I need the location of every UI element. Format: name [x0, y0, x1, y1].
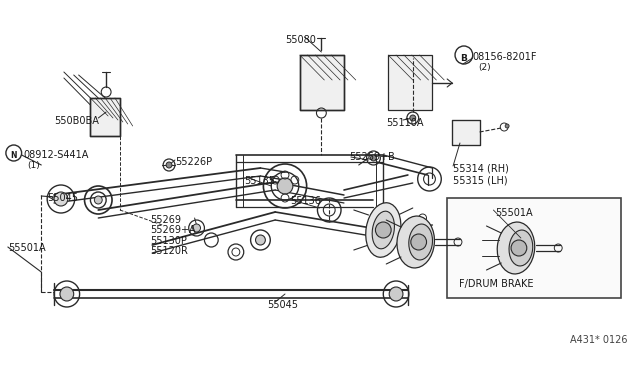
- Circle shape: [389, 287, 403, 301]
- Circle shape: [60, 287, 74, 301]
- Circle shape: [277, 178, 293, 194]
- Circle shape: [410, 115, 416, 121]
- Text: F/DRUM BRAKE: F/DRUM BRAKE: [459, 279, 534, 289]
- Circle shape: [411, 234, 426, 250]
- Text: 55045: 55045: [268, 300, 298, 310]
- Text: 55130P: 55130P: [150, 236, 188, 246]
- Circle shape: [505, 124, 509, 128]
- Circle shape: [94, 196, 102, 204]
- Text: 55120R: 55120R: [150, 246, 188, 256]
- Circle shape: [54, 192, 68, 206]
- Text: 55080: 55080: [285, 35, 316, 45]
- Bar: [388, 55, 433, 110]
- Text: A431* 0126: A431* 0126: [570, 335, 628, 345]
- Text: 55135: 55135: [244, 176, 275, 186]
- Text: 55110A: 55110A: [387, 118, 424, 128]
- Circle shape: [166, 162, 172, 168]
- Text: 55136: 55136: [290, 196, 321, 206]
- Text: 550B0BA: 550B0BA: [54, 116, 99, 126]
- Text: B: B: [460, 54, 467, 63]
- Text: 55269+B: 55269+B: [349, 152, 395, 162]
- Ellipse shape: [397, 216, 435, 268]
- Text: 55226P: 55226P: [175, 157, 212, 167]
- Circle shape: [255, 235, 266, 245]
- Ellipse shape: [409, 224, 433, 260]
- Text: N: N: [10, 151, 17, 160]
- Text: 55269+A: 55269+A: [150, 225, 196, 235]
- Circle shape: [376, 222, 391, 238]
- Bar: [300, 55, 344, 110]
- Text: 55315 (LH): 55315 (LH): [453, 175, 508, 185]
- Text: 55269: 55269: [150, 215, 181, 225]
- Text: 55501A: 55501A: [8, 243, 45, 253]
- Text: 55045: 55045: [47, 193, 78, 203]
- Ellipse shape: [497, 222, 534, 274]
- Circle shape: [511, 240, 527, 256]
- Circle shape: [371, 155, 376, 161]
- Bar: [447, 198, 621, 298]
- Ellipse shape: [365, 203, 401, 257]
- Circle shape: [193, 224, 200, 232]
- Ellipse shape: [372, 211, 394, 249]
- Bar: [452, 120, 479, 145]
- Text: (1): (1): [28, 161, 40, 170]
- Text: 08156-8201F: 08156-8201F: [473, 52, 537, 62]
- Ellipse shape: [509, 230, 532, 266]
- Text: 55501A: 55501A: [495, 208, 533, 218]
- Text: 55314 (RH): 55314 (RH): [453, 163, 509, 173]
- Bar: [90, 98, 120, 136]
- Text: 08912-S441A: 08912-S441A: [24, 150, 89, 160]
- Text: (2): (2): [479, 63, 492, 72]
